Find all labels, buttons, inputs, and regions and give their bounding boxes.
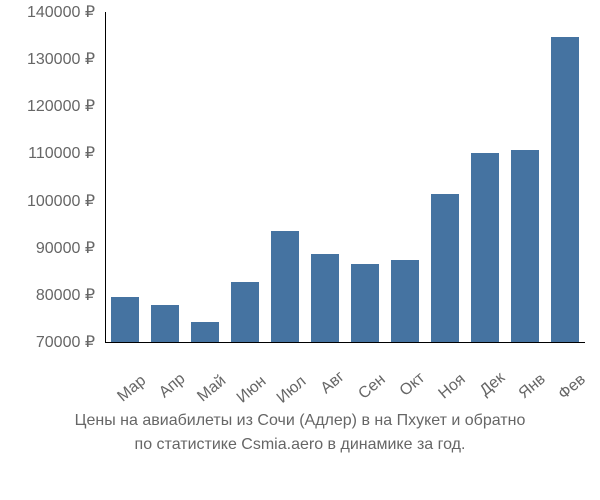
bar [391,260,418,342]
x-tick-label: Авг [318,368,349,398]
y-tick-label: 130000 ₽ [0,49,95,69]
bar [311,254,338,342]
x-tick-label: Янв [516,371,550,403]
x-tick-label: Дек [477,369,509,400]
bar [271,231,298,342]
x-tick-label: Ноя [436,371,470,404]
chart-caption-line-1: Цены на авиабилеты из Сочи (Адлер) в на … [0,412,600,430]
y-tick-label: 120000 ₽ [0,96,95,116]
bar [151,305,178,342]
x-tick-label: Апр [156,370,189,402]
y-tick-label: 70000 ₽ [0,332,95,352]
x-tick-label: Июл [274,373,310,408]
bar [511,150,538,342]
y-tick-label: 110000 ₽ [0,143,95,163]
chart-caption-line-2: по статистике Csmia.aero в динамике за г… [0,436,600,454]
x-tick-label: Мар [114,372,150,406]
x-tick-label: Июн [234,373,270,408]
y-axis-line [105,12,106,342]
bar [351,264,378,342]
bar [111,297,138,342]
y-tick-label: 90000 ₽ [0,238,95,258]
x-tick-label: Май [194,372,230,406]
x-axis-line [105,342,585,343]
bar [471,153,498,342]
x-tick-label: Сен [355,371,389,404]
y-tick-label: 140000 ₽ [0,2,95,22]
y-tick-label: 100000 ₽ [0,191,95,211]
y-tick-label: 80000 ₽ [0,285,95,305]
bar [551,37,578,342]
x-tick-label: Окт [397,369,429,400]
x-tick-label: Фев [555,371,589,404]
bar [191,322,218,342]
price-chart: 70000 ₽ 80000 ₽ 90000 ₽ 100000 ₽ 110000 ₽ 120… [0,0,600,500]
bar [431,194,458,342]
bar [231,282,258,342]
